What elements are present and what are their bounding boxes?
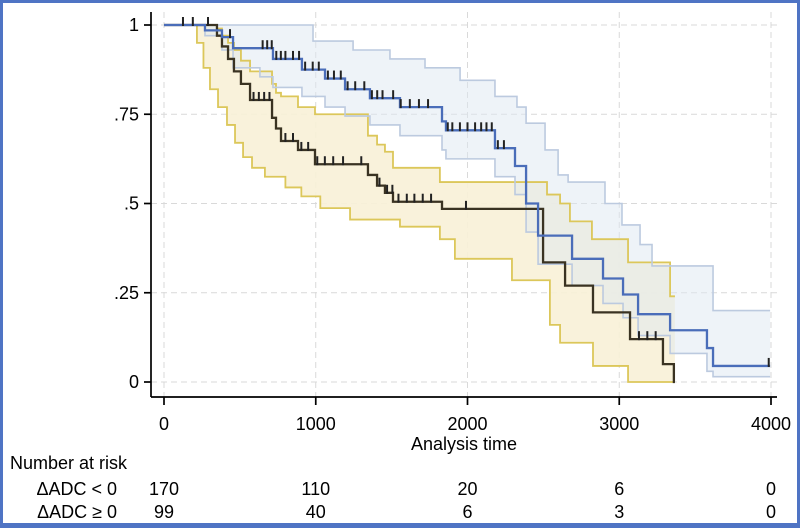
- risk-count-row0: 0: [766, 479, 776, 499]
- confidence-bands: [164, 25, 771, 382]
- survival-curve-1: [164, 23, 771, 368]
- risk-count-row0: 6: [614, 479, 624, 499]
- axis-tick-labels: 0 .25 .5 .75 1 0 1000 2000 3000 4000: [114, 15, 791, 434]
- ci-band-0: [164, 25, 675, 382]
- x-tick-label: 2000: [447, 414, 487, 434]
- risk-row-label-group2: ΔADC ≥ 0: [37, 502, 117, 522]
- censor-ticks: [181, 17, 770, 367]
- ci-lower-line-0: [164, 24, 675, 383]
- y-tick-label: .5: [124, 194, 139, 214]
- x-axis-title: Analysis time: [411, 434, 517, 454]
- risk-count-row1: 0: [766, 502, 776, 522]
- y-tick-label: 1: [129, 15, 139, 35]
- ci-lower-line-1: [164, 24, 771, 378]
- x-tick-label: 1000: [296, 414, 336, 434]
- risk-table-values: 170 110 20 6 0 99 40 6 3 0: [149, 479, 776, 522]
- survival-curves: [164, 23, 771, 384]
- x-tick-label: 0: [159, 414, 169, 434]
- x-tick-label: 4000: [751, 414, 791, 434]
- risk-count-row0: 20: [457, 479, 477, 499]
- x-tick-label: 3000: [599, 414, 639, 434]
- risk-count-row1: 40: [306, 502, 326, 522]
- ci-band-1: [164, 25, 771, 377]
- risk-table-header: Number at risk: [10, 453, 128, 473]
- risk-count-row1: 3: [614, 502, 624, 522]
- y-tick-label: .75: [114, 104, 139, 124]
- risk-table: Number at risk ΔADC < 0 ΔADC ≥ 0 170 110 2…: [10, 453, 776, 522]
- survival-curve-0: [164, 23, 676, 384]
- risk-count-row0: 110: [301, 479, 330, 499]
- risk-count-row0: 170: [149, 479, 179, 499]
- axes: [144, 12, 777, 405]
- y-tick-label: 0: [129, 372, 139, 392]
- ci-upper-line-1: [164, 24, 771, 312]
- risk-count-row1: 99: [154, 502, 174, 522]
- risk-count-row1: 6: [462, 502, 472, 522]
- risk-row-label-group1: ΔADC < 0: [36, 479, 117, 499]
- y-tick-label: .25: [114, 283, 139, 303]
